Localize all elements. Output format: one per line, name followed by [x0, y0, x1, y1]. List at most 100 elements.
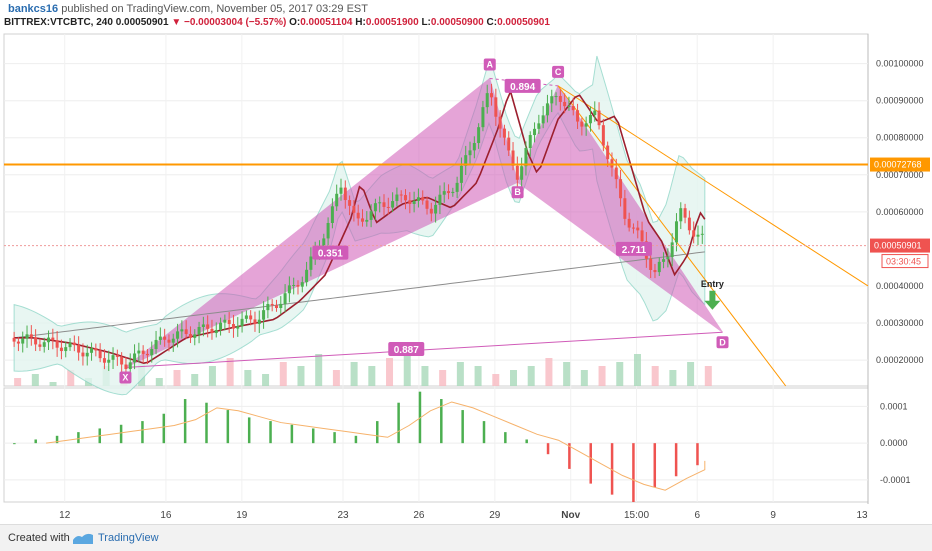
x-tick-label: 6 — [694, 510, 700, 521]
price-tag — [870, 238, 930, 253]
volume-bar — [49, 382, 57, 386]
candle-body — [524, 148, 528, 167]
candle-body — [107, 359, 111, 363]
volume-bar — [368, 366, 376, 386]
candle-body — [223, 319, 227, 323]
volume-bar — [208, 366, 216, 386]
candle-body — [408, 200, 412, 204]
candle-body — [77, 345, 81, 353]
candle-body — [145, 353, 149, 356]
candle-body — [481, 107, 485, 128]
pattern-point-marker — [716, 336, 729, 349]
ratio-label: 0.887 — [394, 345, 419, 356]
candle-body — [653, 270, 657, 273]
candle-body — [300, 282, 304, 287]
author-link[interactable]: bankcs16 — [8, 3, 59, 15]
x-tick-label: 13 — [856, 510, 868, 521]
candle-body — [670, 242, 674, 258]
volume-bar — [14, 378, 22, 386]
candle-body — [537, 123, 541, 129]
y-tick-label: 0.00020000 — [876, 355, 924, 365]
candle-body — [567, 106, 571, 108]
volume-bar — [545, 358, 553, 386]
x-tick-label: 29 — [489, 510, 501, 521]
volume-bar — [350, 362, 358, 386]
osc-bar — [247, 417, 251, 444]
volume-bar — [173, 370, 181, 386]
candle-body — [395, 194, 399, 202]
candle-body — [102, 358, 106, 363]
candle-body — [636, 227, 640, 231]
candle-body — [451, 191, 455, 194]
last-price: 0.00050901 — [115, 17, 169, 28]
osc-bar — [205, 402, 208, 444]
candle-body — [29, 334, 33, 338]
osc-bar — [589, 443, 592, 484]
candle-body — [150, 348, 154, 356]
candle-body — [365, 219, 369, 222]
volume-bar — [332, 370, 340, 386]
candle-body — [231, 324, 235, 329]
candle-body — [447, 191, 451, 194]
candle-body — [244, 315, 248, 319]
candle-body — [683, 208, 687, 218]
candle-body — [197, 326, 201, 335]
volume-bar — [297, 366, 305, 386]
tradingview-link[interactable]: TradingView — [98, 532, 159, 544]
osc-bar — [354, 435, 358, 444]
candle-body — [72, 342, 76, 346]
osc-bar — [141, 421, 144, 444]
candle-body — [386, 206, 390, 208]
candle-body — [111, 355, 115, 360]
candle-body — [287, 285, 291, 294]
high-label: H: — [355, 17, 366, 28]
candle-body — [477, 127, 481, 144]
osc-bar — [568, 443, 571, 469]
chart-canvas[interactable]: 0.00100000 0.00090000 0.00080000 0.00070000… — [0, 32, 932, 524]
candle-body — [507, 137, 511, 151]
volume-bar — [456, 362, 464, 386]
candle-body — [490, 93, 494, 98]
volume-bar — [633, 354, 641, 386]
pattern-point-marker — [483, 58, 496, 71]
oscillator-series: 0.0001 0.0000 -0.0001 — [4, 391, 911, 502]
created-with-label: Created with — [8, 532, 70, 544]
osc-bar — [504, 432, 507, 444]
candle-body — [416, 197, 420, 201]
high-value: 0.00051900 — [365, 17, 419, 28]
candle-body — [274, 305, 278, 308]
pattern-point-label: X — [122, 372, 128, 382]
candle-body — [210, 328, 214, 334]
volume-bar — [563, 362, 571, 386]
close-value: 0.00050901 — [497, 17, 550, 28]
candle-body — [700, 233, 704, 235]
pattern-bcd-triangle — [516, 84, 723, 333]
candle-body — [696, 234, 700, 237]
volume-bar — [616, 362, 624, 386]
osc-bar — [290, 424, 294, 444]
candle-body — [262, 310, 266, 320]
candle-body — [550, 96, 554, 104]
down-arrow-icon: ▼ — [171, 17, 182, 28]
volume-bar — [386, 358, 394, 386]
candle-body — [184, 329, 188, 335]
candle-body — [382, 202, 386, 207]
osc-bar — [77, 432, 80, 444]
candle-body — [266, 303, 270, 311]
volume-bar — [651, 366, 659, 386]
osc-signal-line — [46, 401, 706, 491]
candle-body — [485, 93, 489, 108]
price-tag — [870, 157, 930, 172]
candle-body — [434, 204, 438, 214]
candle-body — [412, 200, 416, 204]
candle-body — [34, 337, 38, 345]
candle-body — [38, 344, 42, 347]
x-tick-label: 26 — [413, 510, 425, 521]
candle-body — [64, 347, 68, 352]
candle-body — [98, 350, 102, 359]
osc-bar — [34, 439, 37, 444]
candle-body — [597, 110, 601, 126]
candle-body — [623, 198, 627, 219]
candle-body — [339, 187, 343, 194]
candle-body — [279, 303, 283, 308]
